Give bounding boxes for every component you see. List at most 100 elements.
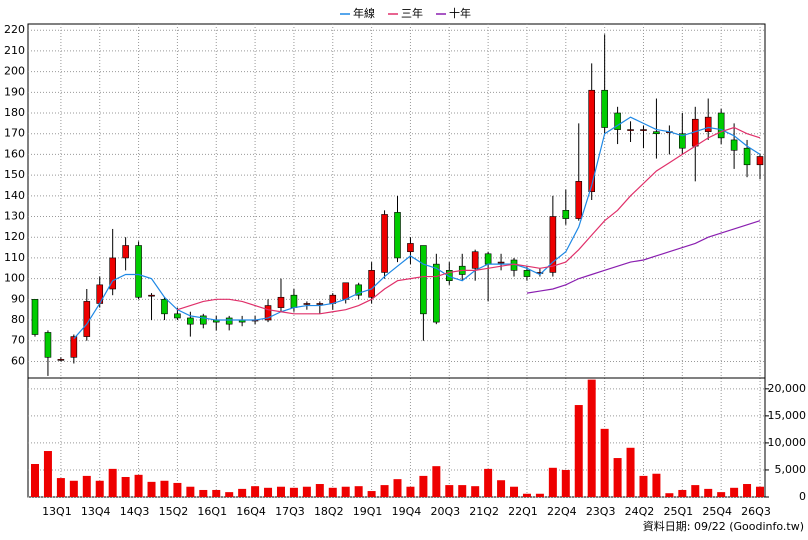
legend-label: 十年: [449, 6, 471, 20]
volume-bar: [522, 493, 531, 497]
volume-bar: [380, 485, 389, 497]
volume-bar: [548, 467, 557, 497]
candle-body: [148, 294, 155, 297]
y-tick-label: 150: [4, 168, 25, 181]
candle-body: [342, 282, 350, 300]
candle-body: [523, 270, 531, 277]
volume-bar: [393, 479, 402, 497]
candle-body: [200, 315, 207, 325]
volume-bar: [212, 489, 221, 497]
volume-bar: [315, 484, 324, 497]
x-tick-label: 23Q3: [586, 505, 616, 518]
y-tick-label: 110: [4, 251, 25, 264]
x-tick-label: 13Q4: [81, 505, 111, 518]
candle-body: [730, 139, 738, 151]
y-tick-label: 100: [4, 272, 25, 285]
volume-bar: [354, 486, 363, 497]
x-tick-label: 19Q4: [392, 505, 422, 518]
y-tick-label: 15,000: [768, 409, 807, 422]
footnote: 資料日期: 09/22 (Goodinfo.tw): [643, 519, 804, 533]
y-tick-label: 180: [4, 106, 25, 119]
y-tick-label: 160: [4, 147, 25, 160]
y-tick-label: 0: [799, 490, 806, 503]
candle-body: [303, 303, 311, 305]
volume-bar: [69, 480, 78, 497]
volume-bar: [497, 480, 506, 497]
candle-body: [264, 305, 272, 321]
x-tick-label: 21Q2: [469, 505, 499, 518]
volume-bar: [704, 488, 713, 497]
volume-bar: [613, 458, 622, 497]
volume-bar: [276, 486, 285, 497]
candle-body: [588, 89, 595, 192]
y-tick-label: 60: [11, 354, 25, 367]
volume-bar: [302, 486, 311, 497]
candle-body: [433, 263, 440, 323]
candle-body: [756, 156, 764, 166]
candle-body: [640, 129, 647, 131]
volume-bar: [186, 486, 195, 497]
y-tick-label: 170: [4, 127, 25, 140]
candle-body: [31, 299, 39, 335]
x-tick-label: 25Q1: [663, 505, 693, 518]
candle-body: [549, 216, 557, 273]
volume-bar: [561, 469, 570, 497]
candle-body: [717, 112, 725, 139]
candle-body: [277, 296, 285, 308]
y-tick-label: 200: [4, 65, 25, 78]
candle-body: [122, 245, 129, 259]
candle-body: [627, 129, 634, 131]
x-tick-label: 14Q3: [120, 505, 150, 518]
y-tick-label: 90: [11, 292, 25, 305]
volume-bar: [730, 487, 739, 497]
candle-body: [225, 317, 233, 325]
candle-body: [368, 270, 375, 298]
volume-bar: [626, 447, 635, 497]
y-tick-label: 120: [4, 230, 25, 243]
candle-body: [57, 359, 65, 361]
candle-body: [83, 301, 91, 337]
y-tick-label: 5,000: [775, 463, 807, 476]
volume-bar: [445, 485, 454, 497]
volume-bar: [238, 488, 247, 497]
y-tick-label: 20,000: [768, 382, 807, 395]
volume-bar: [147, 481, 156, 497]
volume-bar: [652, 473, 661, 497]
volume-bar: [717, 492, 726, 497]
x-tick-label: 24Q2: [625, 505, 655, 518]
candle-body: [109, 257, 116, 290]
x-tick-label: 19Q1: [353, 505, 383, 518]
volume-bar: [121, 476, 130, 497]
candle-body: [471, 251, 479, 269]
ma-line: [177, 126, 761, 315]
volume-bar: [367, 491, 376, 497]
y-tick-label: 130: [4, 210, 25, 223]
volume-bar: [328, 487, 337, 497]
volume-bar: [173, 482, 182, 497]
volume-bar: [264, 487, 273, 497]
candle-body: [445, 270, 453, 282]
candle-body: [407, 243, 414, 253]
candle-body: [70, 336, 78, 358]
volume-bar: [600, 428, 609, 497]
legend-label: 三年: [401, 6, 423, 20]
y-tick-label: 140: [4, 189, 25, 202]
volume-bar: [134, 474, 143, 497]
y-tick-label: 70: [11, 334, 25, 347]
candle-body: [575, 181, 583, 219]
volume-bar: [743, 484, 752, 497]
legend-label: 年線: [353, 6, 375, 20]
volume-bar: [95, 480, 104, 497]
candle-body: [381, 214, 388, 273]
volume-bar: [639, 475, 648, 497]
volume-bar: [341, 486, 350, 497]
volume-bar: [406, 486, 415, 497]
candle-body: [601, 89, 608, 128]
volume-bar: [43, 451, 52, 497]
candle-body: [290, 294, 298, 308]
candle-body: [704, 116, 712, 132]
volume-bar: [587, 379, 596, 497]
volume-bar: [82, 475, 91, 497]
candle-body: [394, 212, 401, 259]
